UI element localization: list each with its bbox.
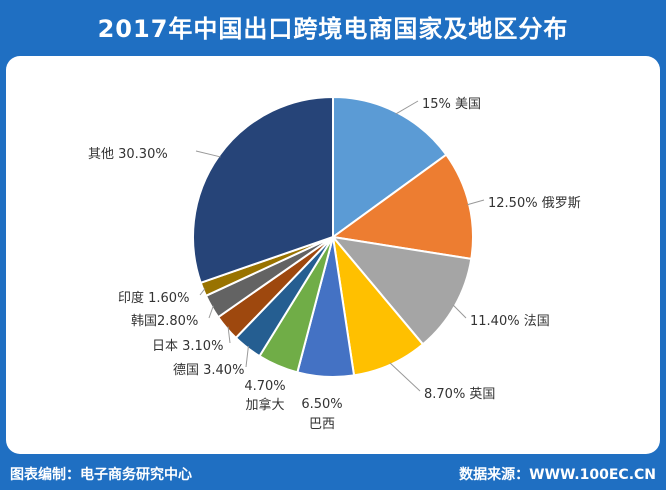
leader-line-0 — [395, 100, 419, 115]
leader-line-8 — [208, 305, 214, 319]
title-bar: 2017年中国出口跨境电商国家及地区分布 — [0, 0, 666, 52]
slice-label-6: 德国 3.40% — [173, 363, 244, 378]
leader-line-7 — [227, 326, 231, 344]
footer-data-source: 数据来源：WWW.100EC.CN — [459, 467, 656, 483]
slice-label-9: 印度 1.60% — [118, 290, 189, 306]
slice-label-5: 4.70% — [244, 379, 285, 394]
leader-line-9 — [199, 288, 206, 296]
slice-label-8: 韩国2.80% — [131, 314, 198, 329]
slice-label-7: 日本 3.10% — [152, 339, 223, 354]
slice-label-0: 15% 美国 — [422, 97, 481, 112]
slice-label-2: 11.40% 法国 — [470, 314, 550, 329]
slice-label-1: 12.50% 俄罗斯 — [488, 196, 581, 211]
pie-slice-0 — [332, 95, 448, 239]
slice-label-10: 其他 30.30% — [88, 147, 168, 162]
chart-title: 2017年中国出口跨境电商国家及地区分布 — [97, 14, 569, 43]
slice-label-4: 6.50% — [301, 397, 342, 412]
slice-label-3: 8.70% 英国 — [424, 387, 495, 402]
slice-sublabel-5: 加拿大 — [245, 397, 284, 413]
leader-line-1 — [467, 199, 485, 206]
pie-slice-2 — [330, 235, 473, 346]
pie-slice-10 — [192, 95, 334, 285]
leader-line-10 — [195, 150, 221, 158]
leader-line-6 — [245, 345, 249, 368]
footer: 图表编制：电子商务研究中心 数据来源：WWW.100EC.CN — [0, 456, 666, 490]
leader-line-2 — [452, 304, 467, 319]
leader-line-3 — [389, 362, 421, 392]
footer-source-compiler: 图表编制：电子商务研究中心 — [10, 467, 192, 483]
slice-sublabel-4: 巴西 — [309, 417, 335, 432]
